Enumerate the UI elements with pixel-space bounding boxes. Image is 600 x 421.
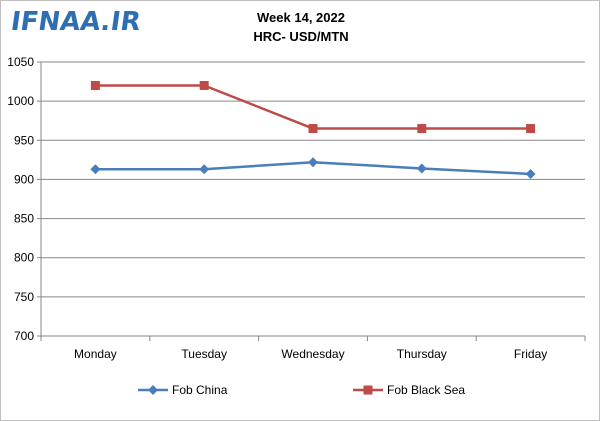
- legend-marker-2: [363, 385, 373, 395]
- y-tick-label: 1000: [7, 94, 34, 108]
- x-tick-label: Friday: [514, 347, 547, 361]
- data-point: [308, 124, 318, 134]
- legend-label-2: Fob Black Sea: [387, 383, 465, 397]
- data-point: [417, 124, 427, 134]
- y-tick-label: 800: [14, 251, 34, 265]
- data-point: [526, 124, 536, 134]
- data-point: [525, 168, 536, 179]
- data-point: [416, 163, 427, 174]
- data-point: [199, 164, 210, 175]
- y-tick-label: 750: [14, 290, 34, 304]
- data-point: [90, 164, 101, 175]
- y-tick-label: 1050: [7, 55, 34, 69]
- data-point: [308, 157, 318, 168]
- x-tick-label: Thursday: [397, 347, 447, 361]
- y-tick-label: 950: [14, 133, 34, 147]
- data-point: [199, 80, 209, 90]
- x-tick-label: Monday: [74, 347, 117, 361]
- legend-marker-1: [148, 385, 158, 395]
- x-tick-label: Wednesday: [281, 347, 344, 361]
- chart-subtitle: HRC- USD/MTN: [253, 29, 349, 44]
- x-tick-label: Tuesday: [181, 347, 227, 361]
- y-tick-label: 850: [14, 212, 34, 226]
- y-tick-label: 700: [14, 329, 34, 343]
- chart-title-block: Week 14, 2022 HRC- USD/MTN: [1, 8, 600, 46]
- series-line-2: [95, 84, 531, 130]
- data-point: [90, 80, 100, 90]
- legend-label-1: Fob China: [172, 383, 228, 397]
- y-tick-label: 900: [14, 172, 34, 186]
- chart-title: Week 14, 2022: [257, 10, 345, 25]
